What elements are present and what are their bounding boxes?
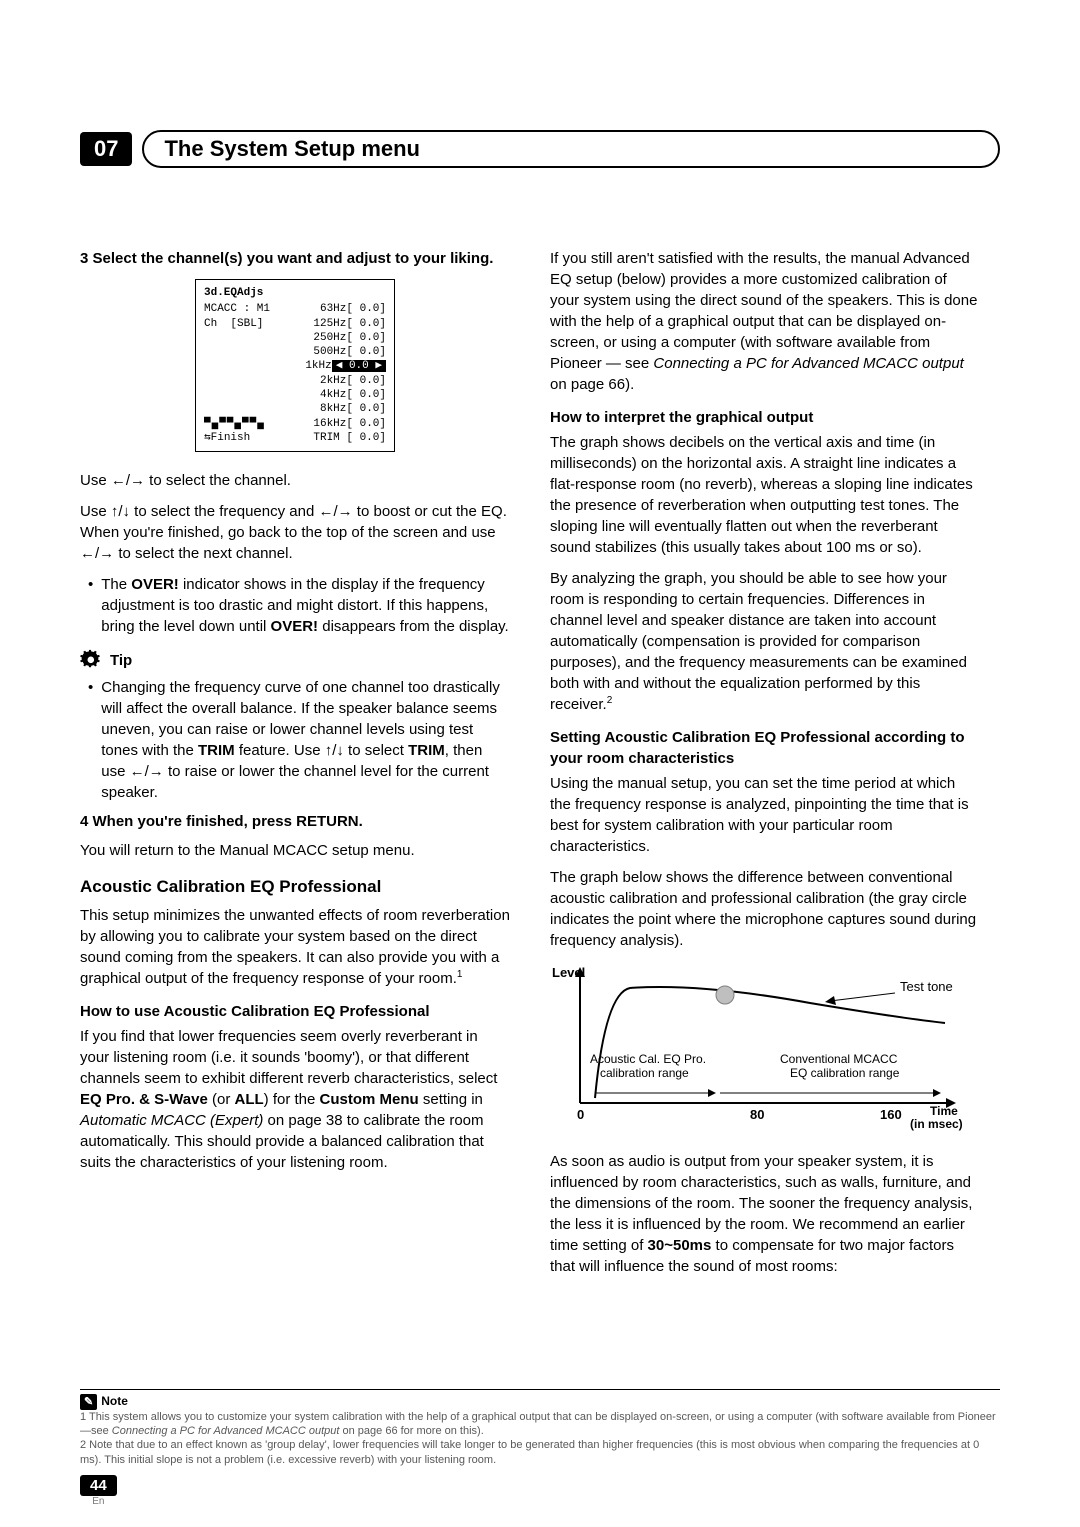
lcd-mcacc: MCACC : M1 <box>204 302 270 316</box>
chapter-header: 07 The System Setup menu <box>80 130 1000 168</box>
graph-t0: 0 <box>577 1107 584 1122</box>
over-bullet: • The OVER! indicator shows in the displ… <box>88 574 510 637</box>
setting-p2: The graph below shows the difference bet… <box>550 867 980 951</box>
after-graph-body: As soon as audio is output from your spe… <box>550 1151 980 1277</box>
step-4-after: You will return to the Manual MCACC setu… <box>80 840 510 861</box>
intro-body: If you still aren't satisfied with the r… <box>550 248 980 395</box>
graph-t160: 160 <box>880 1107 902 1122</box>
setting-p1: Using the manual setup, you can set the … <box>550 773 980 857</box>
acoustic-heading: Acoustic Calibration EQ Professional <box>80 875 510 899</box>
graph-level-label: Level <box>552 965 585 980</box>
lcd-display: 3d.EQAdjs MCACC : M1 63Hz[ 0.0] Ch [SBL]… <box>195 279 395 452</box>
graph-time-label: Time (in msec) <box>910 1104 963 1131</box>
lcd-title: 3d.EQAdjs <box>204 286 386 300</box>
setting-heading: Setting Acoustic Calibration EQ Professi… <box>550 727 980 769</box>
interpret-p2: By analyzing the graph, you should be ab… <box>550 568 980 715</box>
page-lang: En <box>80 1496 117 1507</box>
interpret-heading: How to interpret the graphical output <box>550 407 980 428</box>
use-frequency-text: Use ↑/↓ to select the frequency and ←/→ … <box>80 501 510 564</box>
footnote-2: 2 Note that due to an effect known as 'g… <box>80 1438 1000 1467</box>
left-column: 3 Select the channel(s) you want and adj… <box>80 248 510 1287</box>
gear-icon <box>80 649 102 671</box>
acoustic-body: This setup minimizes the unwanted effect… <box>80 905 510 989</box>
page-number-block: 44 En <box>80 1475 117 1507</box>
graph-conv-label: Conventional MCACC EQ calibration range <box>780 1052 901 1080</box>
use-channel-text: Use ←/→ to select the channel. <box>80 470 510 491</box>
tip-bullet: • Changing the frequency curve of one ch… <box>88 677 510 803</box>
interpret-p1: The graph shows decibels on the vertical… <box>550 432 980 558</box>
tip-heading: Tip <box>80 649 510 671</box>
calibration-graph: Level Test tone Acoustic Cal. EQ Pro. ca… <box>550 963 980 1139</box>
lcd-ch-label: Ch <box>204 318 217 330</box>
note-icon: ✎ <box>80 1394 97 1410</box>
step-3-heading: 3 Select the channel(s) you want and adj… <box>80 248 510 269</box>
graph-t80: 80 <box>750 1107 764 1122</box>
footnote-1: 1 This system allows you to customize yo… <box>80 1410 1000 1439</box>
step-4-heading: 4 When you're finished, press RETURN. <box>80 811 510 832</box>
howto-body: If you find that lower frequencies seem … <box>80 1026 510 1173</box>
chapter-number: 07 <box>80 132 132 166</box>
graph-testtone-label: Test tone <box>900 979 953 994</box>
tip-label: Tip <box>110 650 132 671</box>
page-number: 44 <box>80 1475 117 1496</box>
right-column: If you still aren't satisfied with the r… <box>550 248 980 1287</box>
graph-pro-label: Acoustic Cal. EQ Pro. calibration range <box>590 1052 709 1080</box>
howto-heading: How to use Acoustic Calibration EQ Profe… <box>80 1001 510 1022</box>
note-label: Note <box>101 1394 128 1410</box>
chapter-title-pill: The System Setup menu <box>142 130 1000 168</box>
footnotes: ✎ Note 1 This system allows you to custo… <box>80 1389 1000 1467</box>
chapter-title: The System Setup menu <box>164 136 978 162</box>
